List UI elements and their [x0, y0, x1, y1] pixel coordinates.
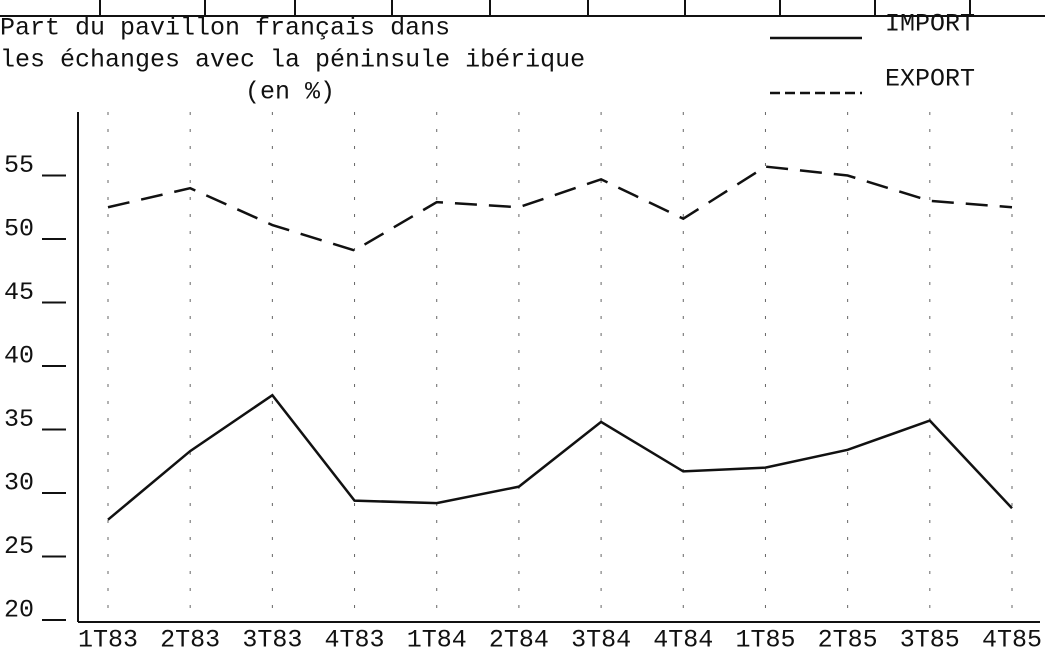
x-tick-label: 4T85 — [982, 626, 1042, 655]
y-tick-label: 25 — [4, 532, 34, 561]
chart-title: (en %) — [245, 78, 335, 107]
y-tick-label: 50 — [4, 215, 34, 244]
x-tick-label: 4T83 — [325, 626, 385, 655]
y-tick-label: 45 — [4, 278, 34, 307]
x-tick-label: 1T85 — [735, 626, 795, 655]
legend-label: IMPORT — [885, 10, 975, 39]
y-tick-label: 30 — [4, 469, 34, 498]
chart-title: Part du pavillon français dans — [0, 14, 450, 43]
header-strip — [0, 0, 1045, 17]
x-tick-label: 1T84 — [407, 626, 467, 655]
x-tick-label: 3T84 — [571, 626, 631, 655]
y-tick-label: 20 — [4, 596, 34, 625]
x-tick-label: 4T84 — [653, 626, 713, 655]
x-tick-label: 2T84 — [489, 626, 549, 655]
x-tick-label: 1T83 — [78, 626, 138, 655]
y-tick-label: 40 — [4, 342, 34, 371]
chart-title: les échanges avec la péninsule ibérique — [0, 46, 585, 75]
x-tick-label: 3T83 — [242, 626, 302, 655]
legend-label: EXPORT — [885, 65, 975, 94]
x-tick-label: 2T85 — [818, 626, 878, 655]
data-line — [107, 393, 1013, 521]
y-tick-label: 35 — [4, 405, 34, 434]
x-tick-label: 2T83 — [160, 626, 220, 655]
data-line — [107, 165, 1013, 252]
x-tick-label: 3T85 — [900, 626, 960, 655]
y-tick-label: 55 — [4, 151, 34, 180]
